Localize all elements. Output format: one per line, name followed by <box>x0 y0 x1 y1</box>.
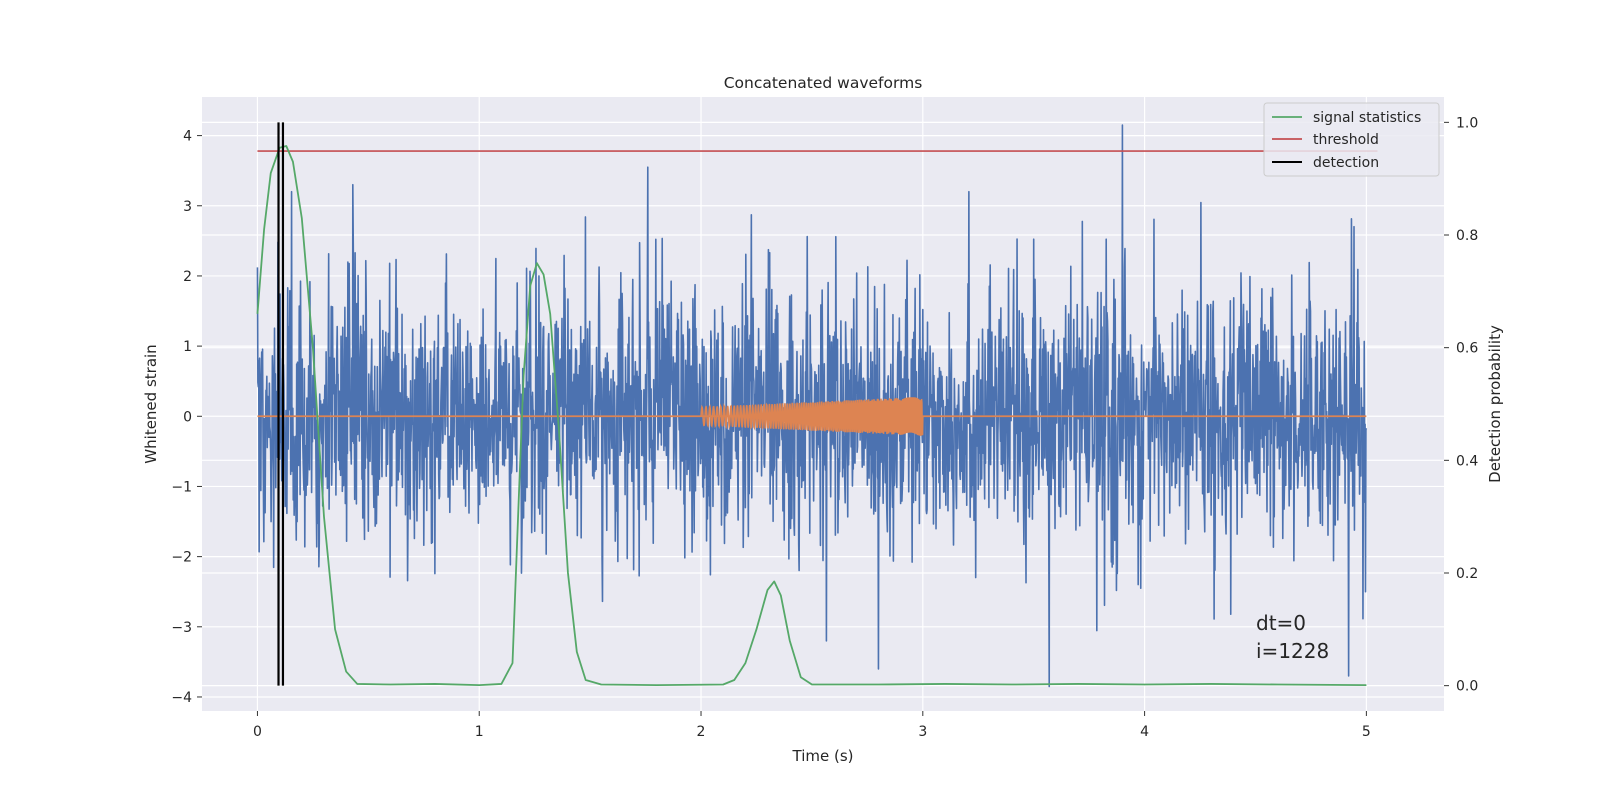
x-tick-label: 1 <box>475 724 484 740</box>
y-tick-label: 4 <box>183 129 192 145</box>
y-right-tick-label: 0.0 <box>1456 679 1478 695</box>
legend: signal statistics threshold detection <box>1263 102 1440 177</box>
x-tick-label: 5 <box>1362 724 1371 740</box>
y-right-tick-label: 0.4 <box>1456 453 1478 469</box>
y-tick-label: 3 <box>183 199 192 215</box>
series-injected-chirp <box>700 397 924 436</box>
legend-box <box>1263 102 1440 177</box>
x-axis-ticks: 0 1 2 3 4 5 <box>253 711 1371 740</box>
x-axis-label: Time (s) <box>792 747 854 765</box>
annotation-dt: dt=0 <box>1256 611 1306 635</box>
x-tick-label: 3 <box>918 724 927 740</box>
y-right-tick-label: 0.6 <box>1456 341 1478 357</box>
y-tick-label: 2 <box>183 269 192 285</box>
y-right-tick-label: 1.0 <box>1456 115 1478 131</box>
y-tick-label: 0 <box>183 409 192 425</box>
x-tick-label: 2 <box>697 724 706 740</box>
y-right-axis-ticks: 0.0 0.2 0.4 0.6 0.8 1.0 <box>1444 115 1478 695</box>
y-tick-label: −3 <box>171 620 192 636</box>
annotation-i: i=1228 <box>1256 639 1329 663</box>
data-layer <box>256 122 1378 688</box>
y-tick-label: −1 <box>171 479 192 495</box>
x-tick-label: 0 <box>253 724 262 740</box>
y-right-axis-label: Detection probability <box>1486 325 1504 483</box>
chart-title: Concatenated waveforms <box>724 74 923 92</box>
y-right-tick-label: 0.8 <box>1456 228 1478 244</box>
y-axis-label: Whitened strain <box>142 344 160 463</box>
legend-label-signal-statistics: signal statistics <box>1313 110 1421 126</box>
y-axis-ticks: −4 −3 −2 −1 0 1 2 3 4 <box>171 129 202 706</box>
legend-label-threshold: threshold <box>1313 132 1379 148</box>
y-tick-label: 1 <box>183 339 192 355</box>
y-tick-label: −2 <box>171 550 192 566</box>
y-right-tick-label: 0.2 <box>1456 566 1478 582</box>
y-tick-label: −4 <box>171 690 192 706</box>
legend-label-detection: detection <box>1313 155 1379 171</box>
x-tick-label: 4 <box>1140 724 1149 740</box>
series-signal-statistics <box>256 145 1367 686</box>
